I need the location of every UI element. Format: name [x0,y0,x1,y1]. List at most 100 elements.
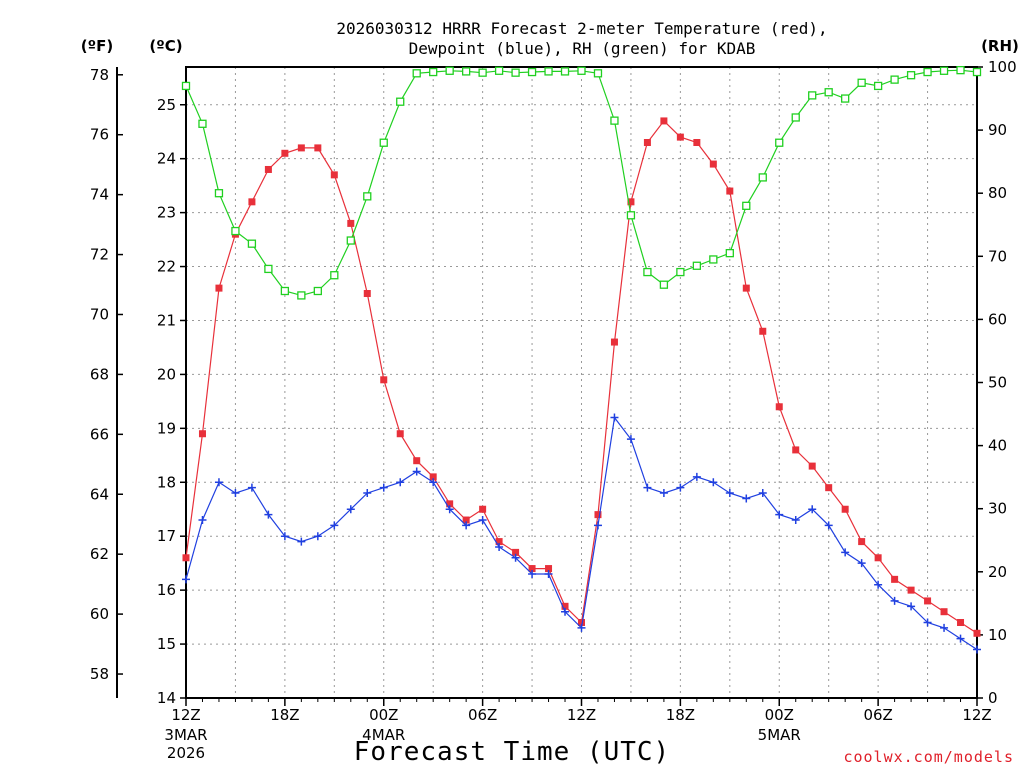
temperature-point [693,139,701,147]
relative-humidity-point [923,67,932,77]
date-label: 4MAR [362,726,405,744]
relative-humidity-point [626,211,636,220]
dewpoint-point [956,634,965,643]
temperature-point [462,516,470,524]
relative-humidity-point [906,71,916,80]
relative-humidity-point [956,66,965,75]
rh-tick-label: 40 [988,437,1007,455]
dewpoint-point [841,548,850,557]
dewpoint-point [264,510,273,519]
dewpoint-point [923,618,932,627]
dewpoint-point [824,521,833,530]
temperature-point [742,284,750,292]
relative-humidity-point [198,119,207,128]
dewpoint-point [692,472,701,481]
dewpoint-point [791,516,800,525]
celsius-tick-label: 21 [157,311,176,329]
temperature-point [330,171,338,179]
relative-humidity-point [280,286,290,296]
dewpoint-point [247,483,256,492]
plot-frame [185,66,978,699]
dewpoint-point [725,489,734,498]
celsius-unit-label: (ºC) [149,37,182,55]
dewpoint-point [709,478,718,487]
dewpoint-point [528,569,537,578]
dewpoint-point [462,521,471,530]
dewpoint-point [775,510,784,519]
relative-humidity-point [643,267,652,277]
dewpoint-point [593,521,602,530]
dewpoint-point [907,602,916,611]
temperature-point [512,548,520,556]
relative-humidity-point [313,286,322,296]
relative-humidity-point [346,236,355,245]
temperature-point [594,511,602,519]
dewpoint-point [676,483,685,492]
temperature-point [891,575,899,583]
temperature-point [182,554,190,562]
dewpoint-point [495,542,504,551]
fahrenheit-tick-label: 74 [90,186,109,204]
relative-humidity-point [429,67,438,77]
temperature-point [759,327,767,335]
temperature-point [396,430,404,438]
rh-tick-label: 50 [988,374,1007,392]
dewpoint-point [297,537,306,546]
relative-humidity-point [181,81,191,91]
relative-humidity-point [791,113,800,122]
fahrenheit-tick-label: 70 [90,305,109,323]
x-tick-label: 00Z [369,706,398,724]
relative-humidity-point [972,67,982,77]
dewpoint-point [973,645,981,654]
relative-humidity-point [824,88,833,97]
x-tick-label: 12Z [171,706,200,724]
fahrenheit-tick-label: 64 [90,485,109,503]
temperature-point [660,117,668,125]
temperature-point [380,376,388,384]
dewpoint-point [330,521,339,530]
dewpoint-point [363,489,372,498]
relative-humidity-point [659,280,669,289]
dewpoint-point [198,516,207,525]
temperature-point [973,629,981,637]
dewpoint-point [412,467,421,476]
celsius-tick-label: 14 [157,689,176,707]
relative-humidity-point [742,201,751,210]
rh-tick-label: 70 [988,247,1007,265]
celsius-tick-label: 15 [157,635,176,653]
temperature-point [198,430,206,438]
celsius-tick-label: 17 [157,527,176,545]
relative-humidity-point [692,261,702,270]
temperature-point [264,165,272,173]
relative-humidity-point [758,173,767,182]
tick-labels: 58 60 62 64 66 68 70 72 74 76 78 14 15 16 17 18 19 20 21 22… [90,58,1017,762]
temperature-point [841,505,849,513]
relative-humidity-point [709,255,718,264]
relative-humidity-point [544,67,553,76]
relative-humidity-point [412,69,421,78]
rh-tick-label: 30 [988,500,1007,518]
temperature-point [610,338,618,346]
dewpoint-point [429,478,438,487]
fahrenheit-tick-label: 60 [90,605,109,623]
dewpoint-point [758,489,767,498]
rh-tick-label: 60 [988,310,1007,328]
celsius-tick-label: 24 [157,150,176,168]
fahrenheit-tick-label: 68 [90,365,109,383]
temperature-point [825,484,833,492]
x-tick-label: 18Z [270,706,299,724]
temperature-point [808,462,816,470]
grid-lines [186,67,977,698]
relative-humidity-point [478,68,487,77]
x-tick-label: 06Z [468,706,497,724]
temperature-point [545,565,553,573]
dewpoint-point [214,478,223,487]
relative-humidity-point [494,66,504,75]
credit-label: coolwx.com/models [843,748,1014,766]
rh-tick-label: 20 [988,563,1007,581]
celsius-tick-label: 25 [157,96,176,114]
relative-humidity-point [841,94,850,103]
temperature-point [792,446,800,454]
fahrenheit-tick-label: 58 [90,665,109,683]
